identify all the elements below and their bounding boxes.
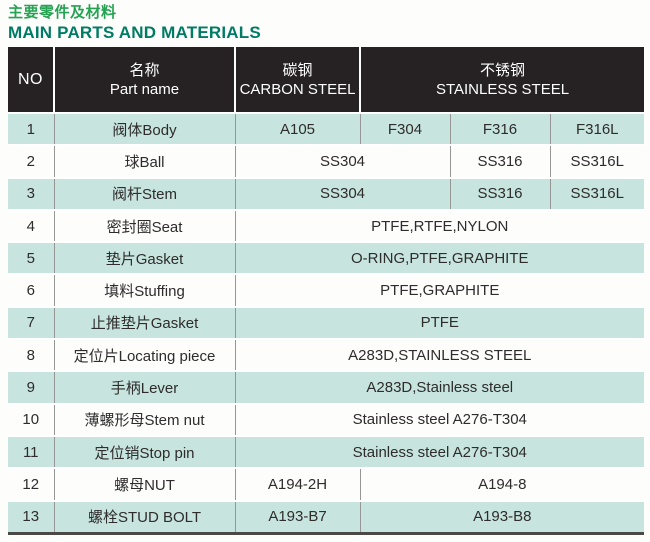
part-name-cell: 垫片Gasket bbox=[54, 242, 236, 276]
row-no: 13 bbox=[8, 500, 55, 535]
row-no: 6 bbox=[8, 274, 55, 308]
table-row-1: 1 阀体Body A105 F304 F316 F316L bbox=[8, 113, 644, 147]
part-name-cell: 螺母NUT bbox=[54, 468, 236, 502]
material-ss304-cell: SS304 bbox=[235, 177, 451, 211]
row-no: 7 bbox=[8, 306, 55, 341]
table-row-3: 3 阀杆Stem SS304 SS316 SS316L bbox=[8, 177, 644, 211]
header-no: NO bbox=[8, 47, 55, 114]
header-carbon-steel: 碳钢 CARBON STEEL bbox=[235, 47, 361, 114]
part-name-cell: 手柄Lever bbox=[54, 371, 236, 405]
material-ss316-cell: SS316 bbox=[450, 145, 551, 179]
header-stainless-steel: 不锈钢 STAINLESS STEEL bbox=[360, 47, 644, 114]
material-ss304-cell: SS304 bbox=[235, 145, 451, 179]
row-no: 12 bbox=[8, 468, 55, 502]
row-no: 1 bbox=[8, 113, 55, 147]
material-carbon-cell: A105 bbox=[235, 113, 361, 147]
parts-materials-table: NO 名称 Part name 碳钢 CARBON STEEL 不锈钢 STAI… bbox=[8, 47, 644, 535]
material-cell: Stainless steel A276-T304 bbox=[235, 435, 644, 470]
table-row-9: 9 手柄Lever A283D,Stainless steel bbox=[8, 371, 644, 405]
page-title-zh: 主要零件及材料 bbox=[8, 4, 117, 21]
row-no: 2 bbox=[8, 145, 55, 179]
header-part-name: 名称 Part name bbox=[54, 47, 236, 114]
row-no: 8 bbox=[8, 339, 55, 373]
part-name-cell: 阀体Body bbox=[54, 113, 236, 147]
material-cell: PTFE,RTFE,NYLON bbox=[235, 209, 644, 244]
page-title-en: MAIN PARTS AND MATERIALS bbox=[8, 23, 261, 42]
material-cell: PTFE,GRAPHITE bbox=[235, 274, 644, 308]
table-row-10: 10 薄螺形母Stem nut Stainless steel A276-T30… bbox=[8, 403, 644, 437]
material-ss316-cell: SS316 bbox=[450, 177, 551, 211]
table-row-6: 6 填料Stuffing PTFE,GRAPHITE bbox=[8, 274, 644, 308]
part-name-cell: 填料Stuffing bbox=[54, 274, 236, 308]
row-no: 11 bbox=[8, 435, 55, 470]
part-name-cell: 定位片Locating piece bbox=[54, 339, 236, 373]
material-cell: Stainless steel A276-T304 bbox=[235, 403, 644, 437]
table-row-11: 11 定位销Stop pin Stainless steel A276-T304 bbox=[8, 435, 644, 470]
row-no: 5 bbox=[8, 242, 55, 276]
row-no: 10 bbox=[8, 403, 55, 437]
table-row-2: 2 球Ball SS304 SS316 SS316L bbox=[8, 145, 644, 179]
material-cell: A283D,STAINLESS STEEL bbox=[235, 339, 644, 373]
material-carbon-cell: A193-B7 bbox=[235, 500, 361, 535]
material-f304-cell: F304 bbox=[360, 113, 451, 147]
material-stainless-cell: A193-B8 bbox=[360, 500, 644, 535]
table-row-12: 12 螺母NUT A194-2H A194-8 bbox=[8, 468, 644, 502]
material-ss316l-cell: SS316L bbox=[550, 145, 644, 179]
row-no: 3 bbox=[8, 177, 55, 211]
part-name-cell: 定位销Stop pin bbox=[54, 435, 236, 470]
material-ss316l-cell: SS316L bbox=[550, 177, 644, 211]
part-name-cell: 止推垫片Gasket bbox=[54, 306, 236, 341]
material-cell: A283D,Stainless steel bbox=[235, 371, 644, 405]
part-name-cell: 薄螺形母Stem nut bbox=[54, 403, 236, 437]
table-row-4: 4 密封圈Seat PTFE,RTFE,NYLON bbox=[8, 209, 644, 244]
table-row-7: 7 止推垫片Gasket PTFE bbox=[8, 306, 644, 341]
table-row-8: 8 定位片Locating piece A283D,STAINLESS STEE… bbox=[8, 339, 644, 373]
table-row-13: 13 螺栓STUD BOLT A193-B7 A193-B8 bbox=[8, 500, 644, 535]
row-no: 9 bbox=[8, 371, 55, 405]
row-no: 4 bbox=[8, 209, 55, 244]
material-f316l-cell: F316L bbox=[550, 113, 644, 147]
part-name-cell: 球Ball bbox=[54, 145, 236, 179]
table-header: NO 名称 Part name 碳钢 CARBON STEEL 不锈钢 STAI… bbox=[8, 47, 644, 114]
material-f316-cell: F316 bbox=[450, 113, 551, 147]
part-name-cell: 密封圈Seat bbox=[54, 209, 236, 244]
material-cell: PTFE bbox=[235, 306, 644, 341]
table-row-5: 5 垫片Gasket O-RING,PTFE,GRAPHITE bbox=[8, 242, 644, 276]
material-stainless-cell: A194-8 bbox=[360, 468, 644, 502]
part-name-cell: 阀杆Stem bbox=[54, 177, 236, 211]
material-carbon-cell: A194-2H bbox=[235, 468, 361, 502]
section-titles: 主要零件及材料 MAIN PARTS AND MATERIALS bbox=[8, 3, 261, 43]
material-cell: O-RING,PTFE,GRAPHITE bbox=[235, 242, 644, 276]
part-name-cell: 螺栓STUD BOLT bbox=[54, 500, 236, 535]
